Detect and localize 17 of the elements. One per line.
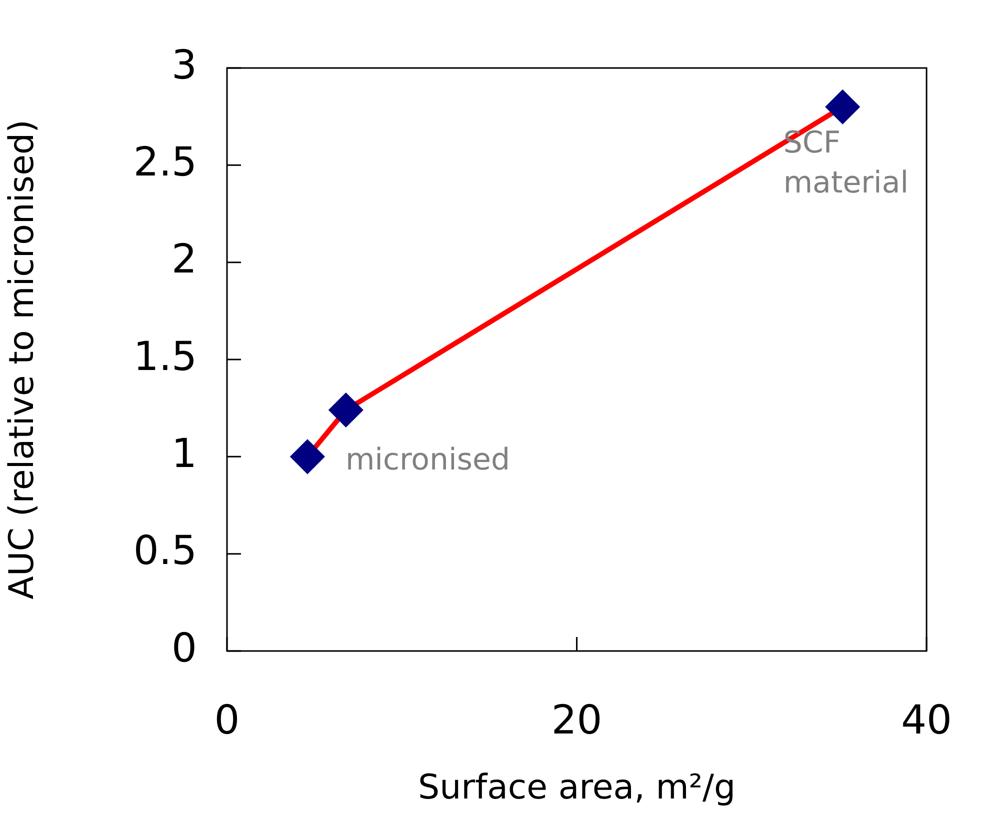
- x-tick-label: 0: [214, 697, 240, 744]
- x-axis-title: Surface area, m²/g: [418, 767, 736, 808]
- y-tick-label: 2: [172, 236, 197, 283]
- point: [826, 90, 860, 124]
- x-tick-label: 20: [551, 697, 602, 744]
- annotation: micronised: [345, 442, 510, 478]
- y-tick-label: 0: [172, 625, 197, 672]
- point: [290, 440, 324, 474]
- y-tick-label: 3: [172, 42, 197, 88]
- y-tick-label: 0.5: [133, 528, 197, 574]
- y-axis-title: AUC (relative to micronised): [2, 120, 42, 600]
- annotation: SCF material: [783, 126, 909, 201]
- y-tick-label: 1.5: [133, 334, 197, 380]
- y-tick-label: 2.5: [133, 140, 197, 186]
- y-tick-label: 1: [172, 431, 197, 478]
- x-tick-label: 40: [901, 697, 952, 744]
- point: [329, 394, 362, 427]
